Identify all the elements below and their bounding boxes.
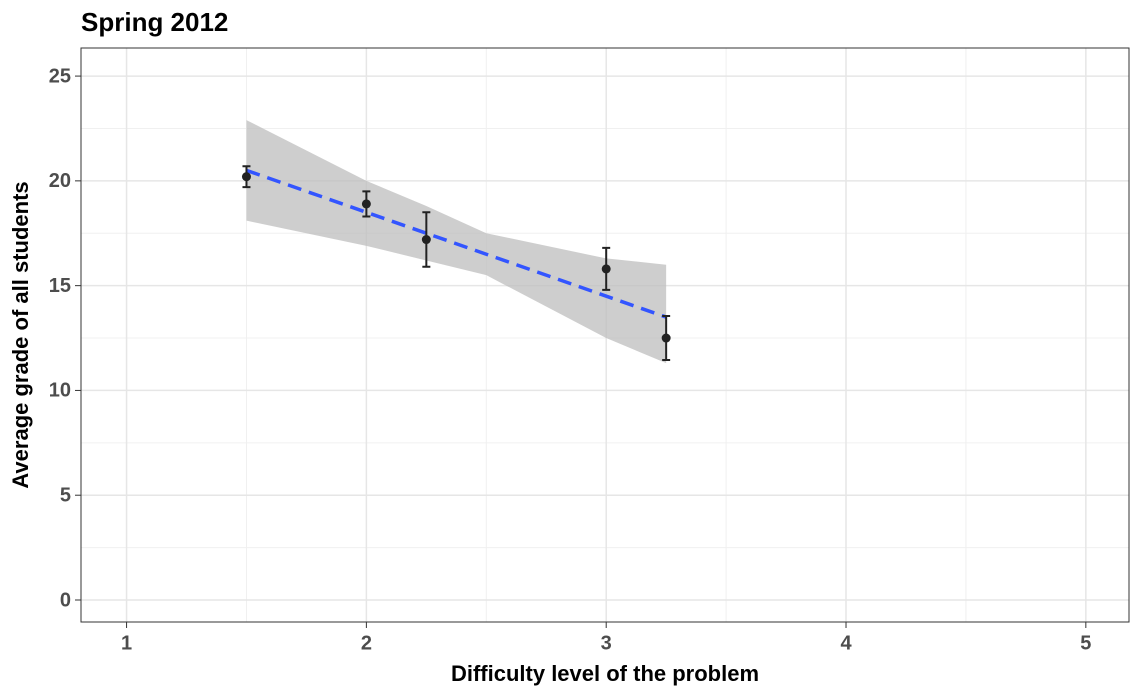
x-tick-label: 3 <box>601 632 612 654</box>
y-tick-label: 25 <box>49 65 71 87</box>
data-point <box>661 333 671 343</box>
confidence-band <box>246 120 667 364</box>
x-tick-label: 2 <box>361 632 372 654</box>
x-tick-label: 5 <box>1080 632 1091 654</box>
fit-line <box>245 168 667 319</box>
data-point <box>361 199 371 209</box>
panel-border <box>80 47 1130 623</box>
y-tick-label: 5 <box>60 484 71 506</box>
data-point <box>601 264 611 274</box>
x-axis-title: Difficulty level of the problem <box>451 661 759 686</box>
y-tick-label: 15 <box>49 275 71 297</box>
x-tick-label: 1 <box>121 632 132 654</box>
data-point <box>421 235 431 245</box>
y-tick-label: 10 <box>49 380 71 402</box>
x-tick-label: 4 <box>840 632 852 654</box>
data-point <box>241 172 251 182</box>
chart-title: Spring 2012 <box>81 7 228 37</box>
y-axis-title: Average grade of all students <box>8 181 33 488</box>
y-tick-label: 0 <box>60 589 71 611</box>
y-tick-label: 20 <box>49 170 71 192</box>
